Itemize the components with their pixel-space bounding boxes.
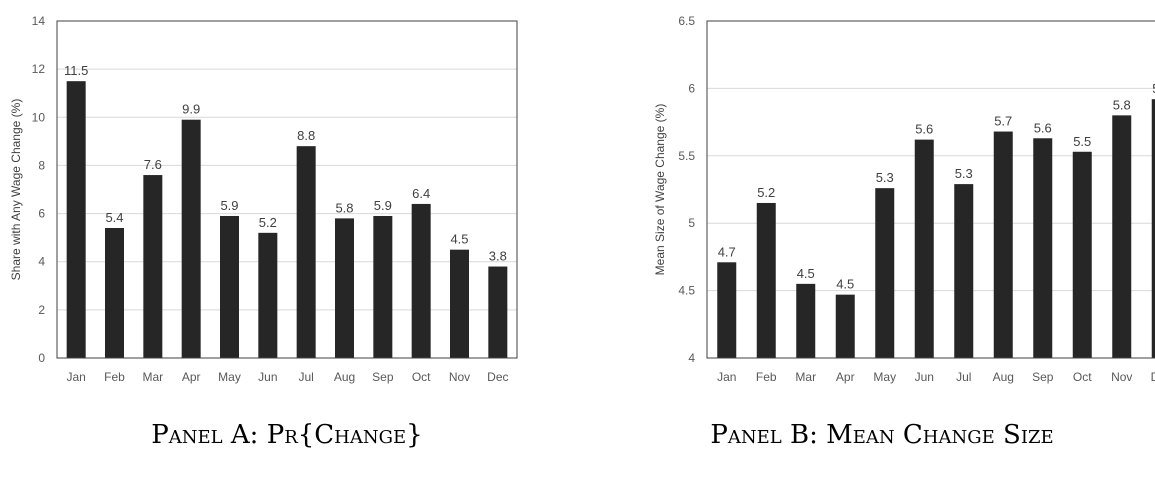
panel-b-bar-jun	[914, 139, 934, 358]
panel-a-x-tick-label: Jun	[258, 370, 277, 384]
panel-a-x-tick-label: Nov	[449, 370, 470, 384]
panel-a-x-tick-label: May	[218, 370, 241, 384]
panel-b-x-tick-label: Apr	[836, 370, 855, 384]
panel-b-caption: Panel B: Mean Change Size	[710, 420, 1054, 450]
panel-b-bar-oct	[1072, 151, 1092, 358]
panel-a-bar-jun	[258, 232, 278, 358]
panel-a-data-label-feb: 5.4	[105, 210, 123, 225]
panel-a-caption: Panel A: Pr{Change}	[151, 420, 423, 450]
panel-b-bar-mar	[796, 283, 816, 358]
panel-a-data-label-jul: 8.8	[297, 128, 315, 143]
panel-a-data-label-nov: 4.5	[450, 232, 468, 247]
panel-b-x-tick-label: Oct	[1073, 370, 1092, 384]
panel-b-bar-aug	[993, 131, 1013, 358]
panel-a-data-label-aug: 5.8	[335, 200, 353, 215]
panel-a-bar-oct	[411, 203, 431, 358]
panel-a-data-label-jan: 11.5	[64, 63, 88, 78]
panel-a-data-label-dec: 3.8	[489, 249, 507, 264]
panel-b-data-label-jun: 5.6	[915, 122, 933, 137]
panel-b-x-tick-label: Aug	[993, 370, 1014, 384]
panel-a-bar-jan	[66, 81, 86, 358]
panel-b-y-tick-label: 6.5	[678, 14, 695, 28]
panel-a-data-label-mar: 7.6	[144, 157, 162, 172]
panel-b-bar-feb	[756, 202, 776, 358]
panel-b-data-label-nov: 5.8	[1113, 97, 1131, 112]
panel-a-x-tick-label: Oct	[412, 370, 431, 384]
panel-a-plot-frame	[56, 20, 518, 359]
panel-b-plot-frame	[706, 20, 1155, 359]
panel-b-bar-may	[875, 188, 895, 358]
panel-a-y-tick-label: 2	[38, 303, 45, 317]
panel-b-bar-nov	[1112, 115, 1132, 358]
panel-b-x-tick-label: Jan	[717, 370, 736, 384]
panel-a-x-tick-label: Mar	[142, 370, 163, 384]
panel-a-bar-mar	[143, 175, 163, 358]
panel-b-data-label-apr: 4.5	[836, 277, 854, 292]
panel-a-bar-aug	[335, 218, 354, 358]
panel-b-y-tick-label: 5.5	[678, 149, 695, 163]
panel-b-x-tick-label: Dec	[1151, 370, 1155, 384]
panel-b-data-label-may: 5.3	[876, 170, 894, 185]
panel-a-y-tick-label: 0	[38, 351, 45, 365]
panel-b-bar-dec	[1151, 99, 1155, 359]
panel-b-data-label-mar: 4.5	[797, 266, 815, 281]
panel-b-y-tick-label: 6	[688, 81, 695, 95]
panel-a-x-tick-label: Jul	[298, 370, 313, 384]
panel-b-data-label-sep: 5.6	[1034, 120, 1052, 135]
panel-b-y-axis-label: Mean Size of Wage Change (%)	[653, 104, 667, 276]
panel-b-y-tick-label: 4	[688, 351, 695, 365]
panel-a-x-tick-label: Sep	[372, 370, 394, 384]
panel-b-bar-sep	[1033, 138, 1053, 358]
panel-b-data-label-jan: 4.7	[718, 244, 736, 259]
panel-b-x-tick-label: Sep	[1032, 370, 1054, 384]
panel-b-x-tick-label: Jun	[915, 370, 934, 384]
panel-b-x-tick-label: Jul	[956, 370, 971, 384]
panel-a-data-label-jun: 5.2	[259, 215, 277, 230]
panel-a-y-tick-label: 8	[38, 158, 45, 172]
panel-a-x-tick-label: Feb	[104, 370, 125, 384]
panel-a-bar-may	[220, 215, 239, 358]
panel-b-x-tick-label: Nov	[1111, 370, 1132, 384]
panel-b-y-tick-label: 5	[688, 216, 695, 230]
panel-a-y-tick-label: 4	[38, 255, 45, 269]
panel-b-x-tick-label: Mar	[795, 370, 816, 384]
panel-a-x-tick-label: Aug	[334, 370, 355, 384]
panel-a-bar-nov	[450, 249, 469, 358]
panel-a-data-label-may: 5.9	[220, 198, 238, 213]
panel-b-y-tick-label: 4.5	[678, 284, 695, 298]
panel-a-x-tick-label: Dec	[487, 370, 508, 384]
panel-b-bar-apr	[835, 294, 855, 358]
panel-a-bar-jul	[296, 146, 316, 358]
panel-b-x-tick-label: Feb	[756, 370, 777, 384]
panel-a-x-tick-label: Jan	[66, 370, 85, 384]
panel-a-y-tick-label: 6	[38, 207, 45, 221]
panel-a-y-tick-label: 10	[32, 110, 46, 124]
panel-a-bar-feb	[105, 228, 124, 358]
panel-b-data-label-dec: 5.9	[1152, 81, 1155, 96]
panel-a-bar-apr	[181, 119, 201, 358]
panel-a-data-label-sep: 5.9	[374, 198, 392, 213]
panel-b-bar-jul	[954, 184, 974, 358]
panel-a-bar-sep	[373, 215, 393, 358]
panel-a-y-tick-label: 12	[32, 62, 46, 76]
panel-a-x-tick-label: Apr	[182, 370, 201, 384]
panel-b-chart: 4 4.5 5 5.5 6 6.5 4.7 Jan 5.2 Feb 4.5 Mar 4.5 Apr 5.3 M…	[653, 14, 1155, 384]
panel-a-data-label-oct: 6.4	[412, 186, 430, 201]
panel-b-data-label-feb: 5.2	[757, 185, 775, 200]
panel-b-data-label-jul: 5.3	[955, 166, 973, 181]
panel-b-bar-jan	[717, 262, 737, 358]
panel-a-y-axis-label: Share with Any Wage Change (%)	[9, 99, 23, 281]
panel-b-data-label-aug: 5.7	[994, 114, 1012, 129]
panel-a-y-tick-label: 14	[32, 14, 46, 28]
panel-b-x-tick-label: May	[873, 370, 896, 384]
panel-a-chart: 0 2 4 6 8 10 12 14 11.5 Jan 5.4 Feb 7.6 Mar 9.9 Apr 5.9 M…	[9, 14, 518, 384]
panel-b-data-label-oct: 5.5	[1073, 134, 1091, 149]
panel-a-data-label-apr: 9.9	[182, 102, 200, 117]
panel-a-bar-dec	[488, 266, 508, 358]
